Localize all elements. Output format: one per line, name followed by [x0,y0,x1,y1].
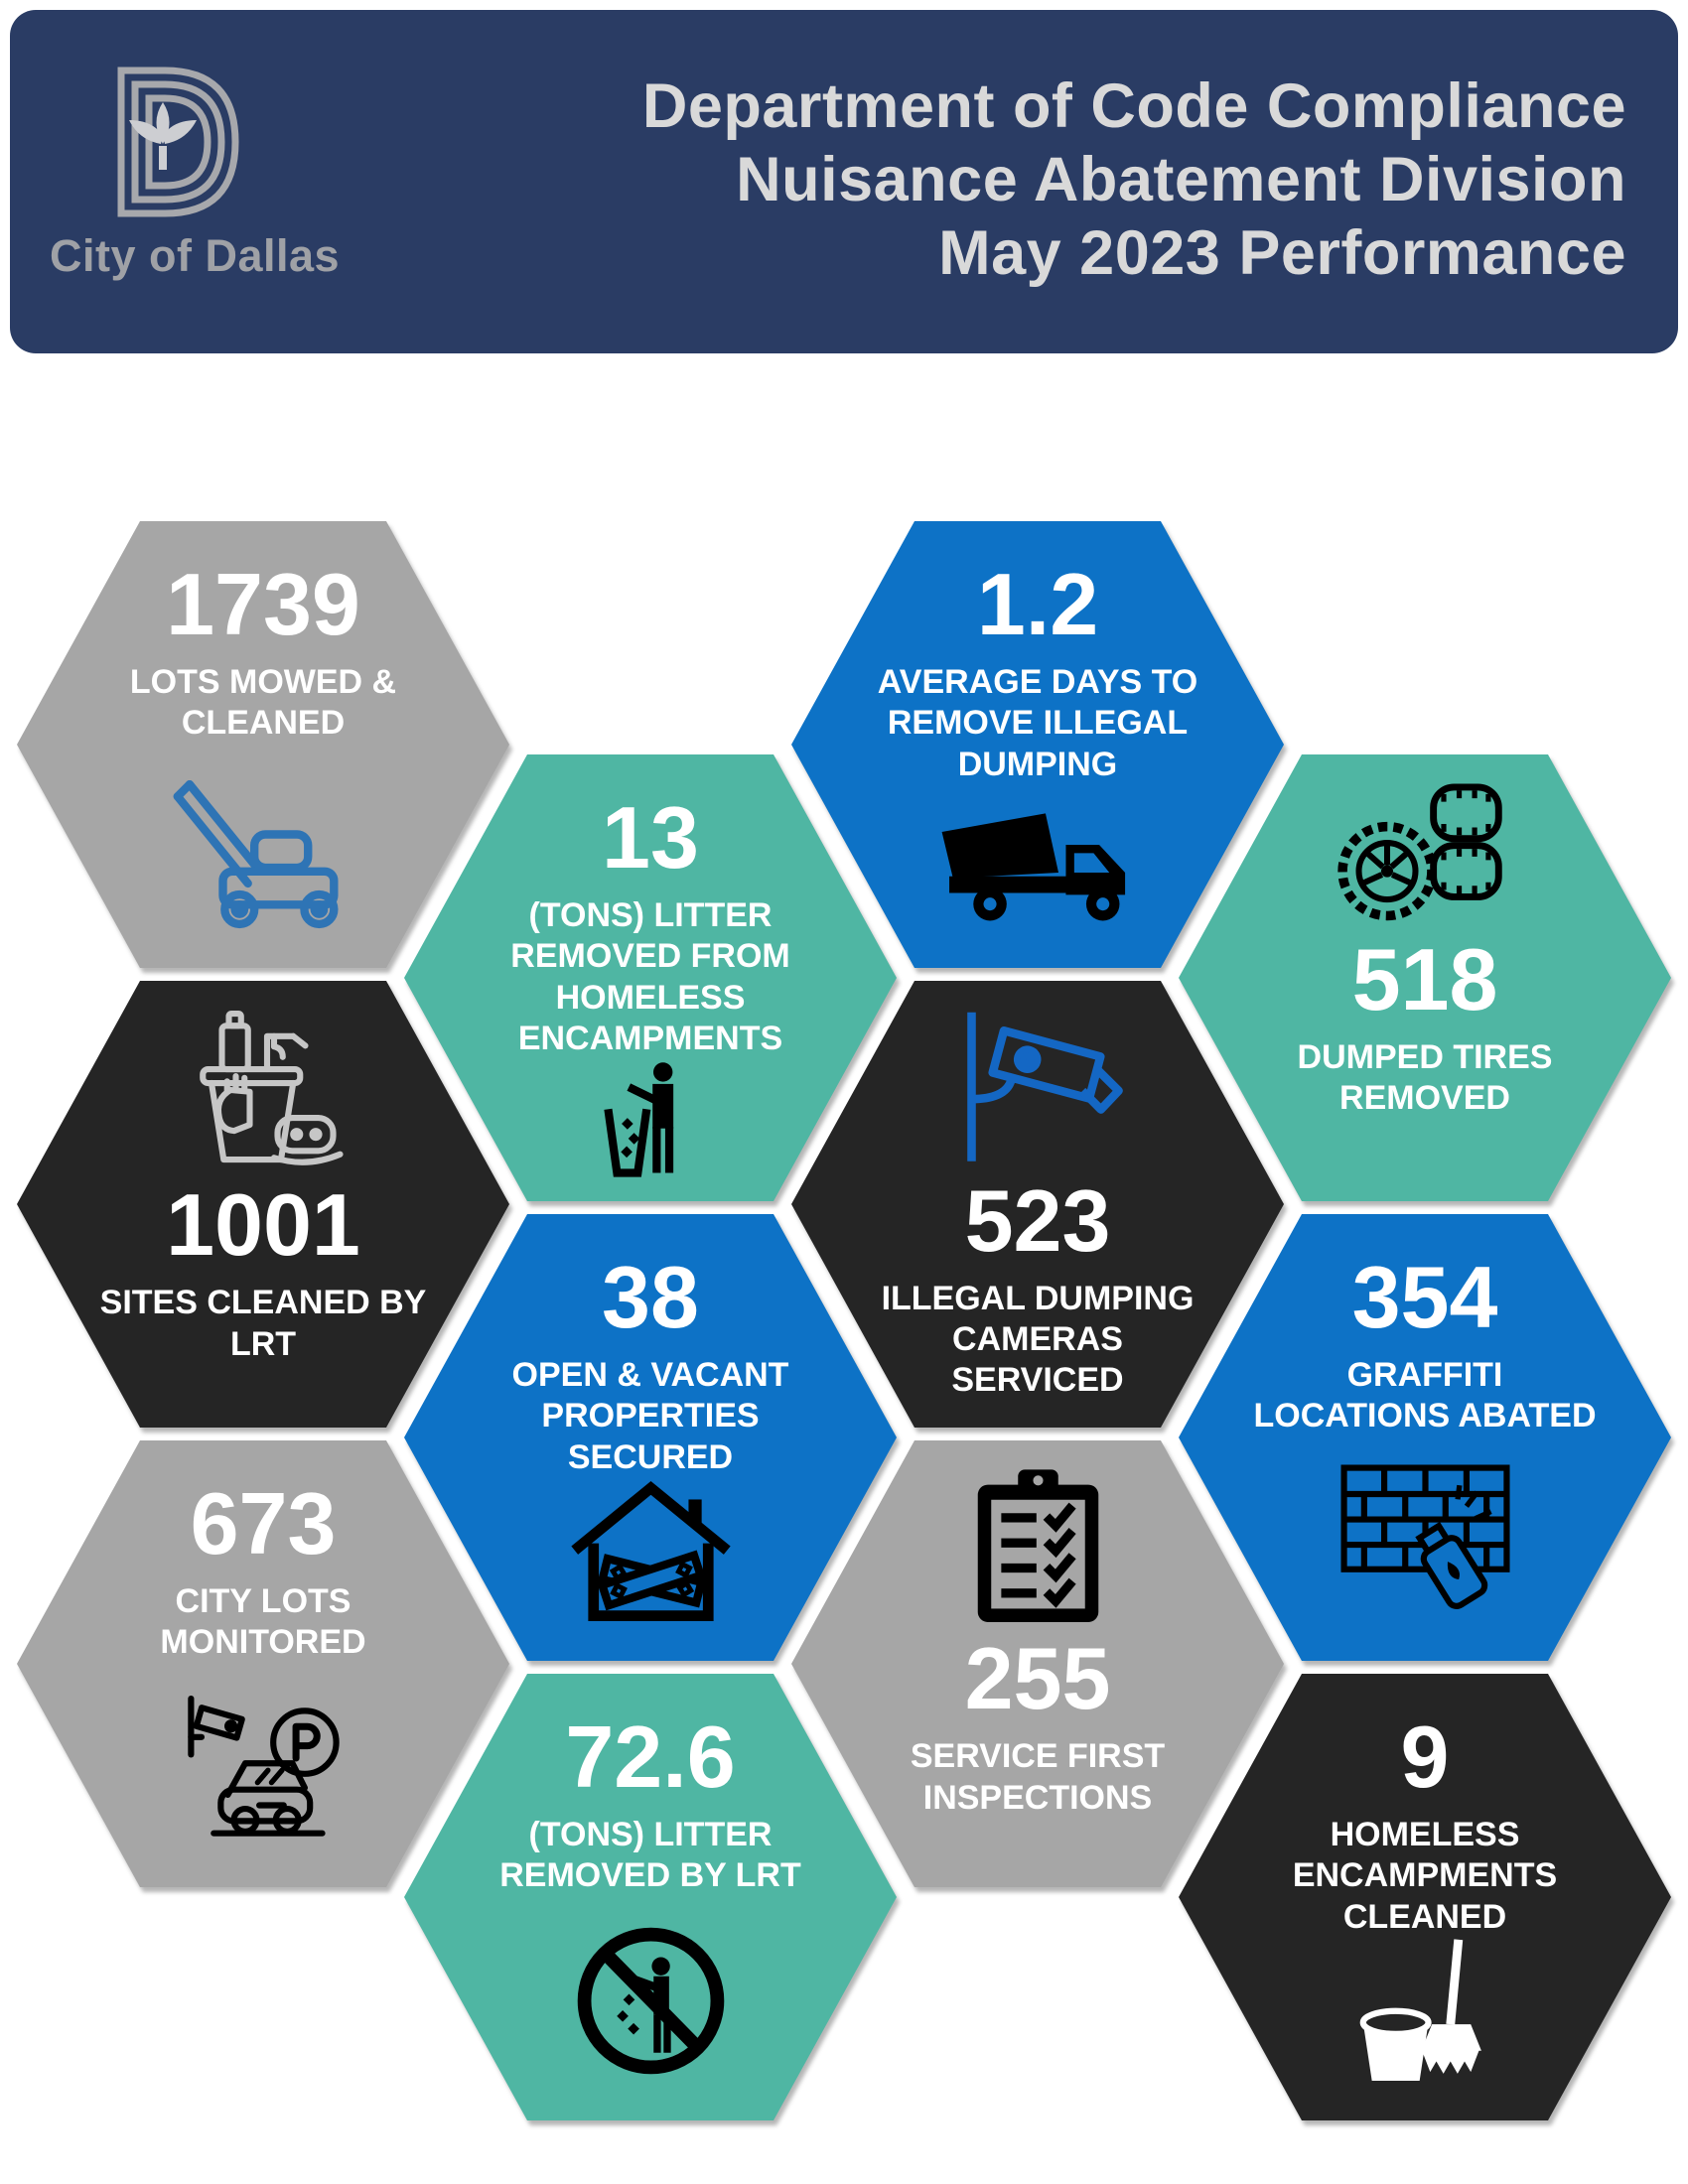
hex-litter-removed-by-lrt: 72.6 (TONS) LITTER REMOVED BY LRT [404,1674,897,2120]
city-of-dallas-logo: City of Dallas [50,62,367,282]
cctv-camera-icon [943,1007,1132,1167]
stat-value: 354 [1351,1248,1498,1346]
hex-average-days-illegal-dumping: 1.2 AVERAGE DAYS TO REMOVE ILLEGAL DUMPI… [791,521,1284,968]
title-line-3: May 2023 Performance [938,218,1626,288]
stat-value: 1.2 [976,555,1099,653]
stat-label: OPEN & VACANT PROPERTIES SECURED [511,1356,789,1476]
hex-service-first-inspections: 255 SERVICE FIRST INSPECTIONS [791,1440,1284,1887]
no-littering-icon [569,1919,733,2083]
stat-value: 9 [1400,1707,1450,1806]
title-line-2: Nuisance Abatement Division [736,145,1626,214]
city-of-dallas-d-logo [117,67,239,217]
hex-dumped-tires-removed: 518 DUMPED TIRES REMOVED [1179,754,1671,1201]
dump-truck-icon [936,791,1140,930]
stat-label: HOMELESS ENCAMPMENTS CLEANED [1292,1816,1558,1936]
cleaning-supplies-icon [177,1007,351,1171]
bucket-broom-icon [1345,1938,1504,2088]
littering-person-icon [595,1060,706,1178]
logo-caption: City of Dallas [50,230,341,281]
stat-label: SERVICE FIRST INSPECTIONS [910,1737,1166,1817]
stat-value: 518 [1351,929,1498,1028]
stat-label: (TONS) LITTER REMOVED FROM HOMELESS ENCA… [510,896,790,1058]
stat-label: LOTS MOWED & CLEANED [129,663,397,743]
stat-label: SITES CLEANED BY LRT [99,1284,427,1363]
hex-open-vacant-properties-secured: 38 OPEN & VACANT PROPERTIES SECURED [404,1214,897,1661]
stat-value: 1739 [166,555,360,653]
tires-icon [1331,780,1519,926]
inspection-clipboard-icon [971,1466,1105,1625]
stat-label: GRAFFITI LOCATIONS ABATED [1253,1356,1597,1435]
hex-litter-removed-encampments: 13 (TONS) LITTER REMOVED FROM HOMELESS E… [404,754,897,1201]
stat-value: 38 [602,1248,699,1346]
parking-surveillance-icon [172,1692,355,1849]
stat-label: ILLEGAL DUMPING CAMERAS SERVICED [881,1279,1195,1400]
boarded-house-icon [569,1478,733,1626]
lawn-mower-icon [162,773,365,930]
stat-value: 72.6 [565,1707,736,1806]
hex-lots-mowed-cleaned: 1739 LOTS MOWED & CLEANED [17,521,509,968]
stat-value: 523 [964,1170,1111,1270]
title-line-1: Department of Code Compliance [641,71,1626,141]
hex-homeless-encampments-cleaned: 9 HOMELESS ENCAMPMENTS CLEANED [1179,1674,1671,2120]
stat-label: DUMPED TIRES REMOVED [1297,1037,1553,1118]
header-band: City of Dallas Department of Code Compli… [10,10,1678,353]
stat-label: CITY LOTS MONITORED [160,1582,366,1662]
page-title: Department of Code Compliance Nuisance A… [642,69,1626,290]
stat-label: AVERAGE DAYS TO REMOVE ILLEGAL DUMPING [877,663,1198,783]
stat-value: 1001 [166,1175,360,1275]
hex-sites-cleaned-by-lrt: 1001 SITES CLEANED BY LRT [17,981,509,1428]
stat-value: 255 [964,1629,1111,1728]
graffiti-spray-icon [1334,1457,1517,1623]
hex-city-lots-monitored: 673 CITY LOTS MONITORED [17,1440,509,1887]
stat-value: 13 [602,788,699,887]
hex-illegal-dumping-cameras-serviced: 523 ILLEGAL DUMPING CAMERAS SERVICED [791,981,1284,1428]
hex-graffiti-locations-abated: 354 GRAFFITI LOCATIONS ABATED [1179,1214,1671,1661]
stat-label: (TONS) LITTER REMOVED BY LRT [499,1816,801,1895]
stat-value: 673 [190,1474,337,1572]
